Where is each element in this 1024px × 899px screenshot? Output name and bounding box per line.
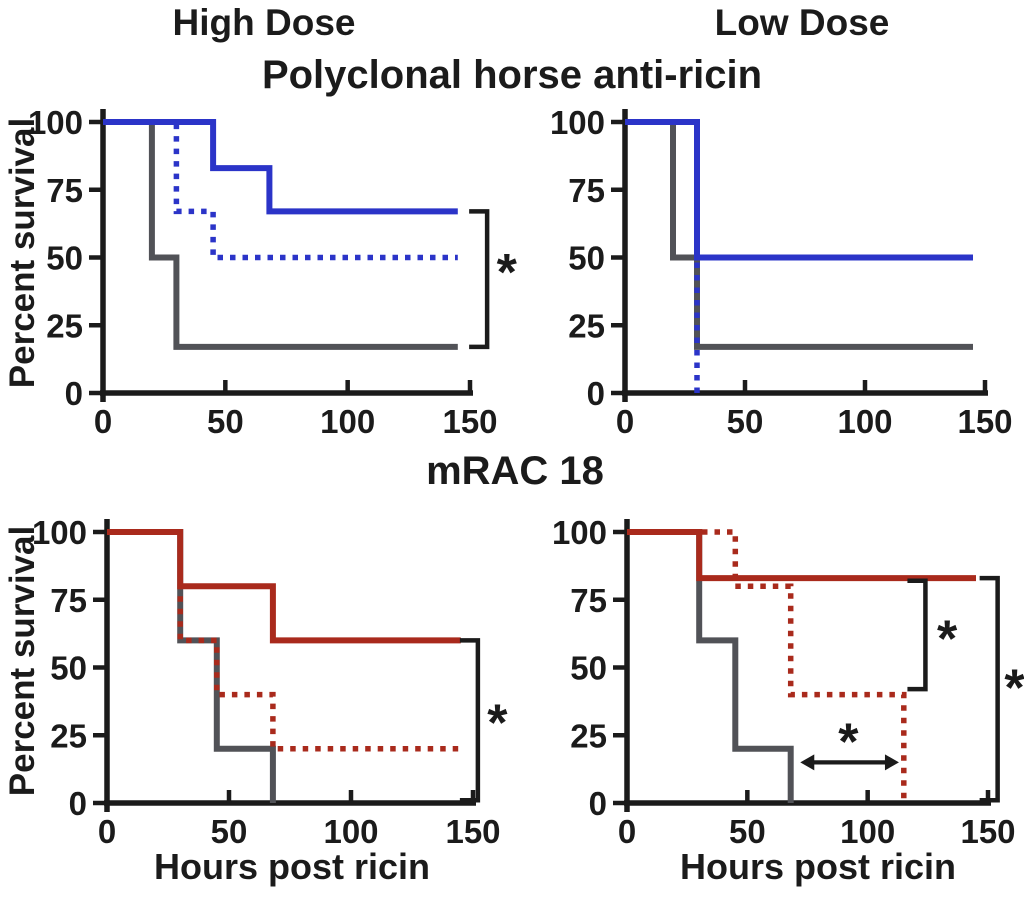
panel-polyclonal-high: 0 25 50 75 100 0 50 100 150 * bbox=[28, 104, 518, 440]
y-tick-label: 100 bbox=[552, 514, 607, 551]
arrowhead-left-icon bbox=[800, 754, 815, 771]
y-tick-label: 25 bbox=[50, 717, 87, 754]
row-title-mrac18: mRAC 18 bbox=[426, 449, 604, 493]
y-axis-label-bottom-row: Percent survival bbox=[3, 525, 42, 797]
x-axis-label-bottom-left: Hours post ricin bbox=[153, 846, 431, 887]
significance-asterisk: * bbox=[937, 611, 958, 669]
x-tick-label: 50 bbox=[211, 813, 248, 850]
significance-asterisk: * bbox=[1004, 659, 1024, 717]
panel-mrac18-low: 0 25 50 75 100 0 50 100 150 * * * bbox=[552, 514, 1024, 850]
column-title-low-dose: Low Dose bbox=[714, 2, 890, 43]
y-tick-label: 0 bbox=[69, 785, 87, 822]
panel-polyclonal-low: 0 25 50 75 100 0 50 100 150 bbox=[550, 104, 1013, 440]
significance-asterisk: * bbox=[487, 695, 508, 753]
row-title-polyclonal: Polyclonal horse anti-ricin bbox=[261, 53, 763, 97]
arrowhead-right-icon bbox=[884, 754, 899, 771]
y-tick-label: 0 bbox=[589, 785, 607, 822]
y-tick-label: 100 bbox=[32, 514, 87, 551]
x-tick-label: 150 bbox=[442, 403, 497, 440]
x-tick-label: 0 bbox=[616, 403, 634, 440]
x-tick-label: 50 bbox=[207, 403, 244, 440]
x-tick-label: 100 bbox=[837, 403, 892, 440]
x-tick-label: 100 bbox=[840, 813, 895, 850]
significance-bracket bbox=[907, 578, 928, 692]
y-tick-label: 25 bbox=[570, 717, 607, 754]
series-red-dotted bbox=[627, 529, 907, 803]
panel-mrac18-high: 0 25 50 75 100 0 50 100 150 * bbox=[32, 514, 508, 850]
y-tick-label: 100 bbox=[28, 104, 83, 141]
x-tick-label: 150 bbox=[957, 403, 1012, 440]
y-tick-label: 0 bbox=[65, 375, 83, 412]
significance-asterisk: * bbox=[497, 244, 518, 302]
series-blue-dotted bbox=[103, 119, 458, 261]
y-tick-label: 25 bbox=[568, 307, 605, 344]
column-title-high-dose: High Dose bbox=[172, 2, 356, 43]
y-tick-label: 50 bbox=[570, 650, 607, 687]
x-tick-label: 150 bbox=[445, 813, 500, 850]
y-tick-label: 50 bbox=[46, 240, 83, 277]
y-tick-label: 50 bbox=[568, 240, 605, 277]
x-axis-label-bottom-right: Hours post ricin bbox=[679, 846, 957, 887]
x-tick-label: 0 bbox=[98, 813, 116, 850]
x-tick-label: 0 bbox=[94, 403, 112, 440]
significance-bracket bbox=[979, 575, 1000, 803]
y-tick-label: 75 bbox=[46, 172, 83, 209]
x-tick-label: 50 bbox=[727, 403, 764, 440]
series-red-solid bbox=[627, 529, 976, 582]
x-tick-label: 100 bbox=[323, 813, 378, 850]
y-tick-label: 75 bbox=[50, 582, 87, 619]
series-gray-solid-control bbox=[107, 529, 276, 803]
significance-bracket bbox=[469, 209, 490, 350]
y-tick-label: 100 bbox=[550, 104, 605, 141]
x-tick-label: 50 bbox=[729, 813, 766, 850]
y-axis-label-top-row: Percent survival bbox=[3, 117, 42, 389]
significance-asterisk: * bbox=[838, 714, 859, 772]
y-tick-label: 0 bbox=[587, 375, 605, 412]
x-tick-label: 0 bbox=[618, 813, 636, 850]
series-gray-solid-control bbox=[103, 119, 458, 350]
series-blue-dotted bbox=[625, 119, 700, 393]
x-tick-label: 100 bbox=[320, 403, 375, 440]
significance-bracket bbox=[459, 638, 481, 803]
series-blue-solid bbox=[103, 119, 458, 215]
series-red-solid bbox=[107, 529, 461, 644]
y-tick-label: 25 bbox=[46, 307, 83, 344]
x-tick-label: 150 bbox=[960, 813, 1015, 850]
series-gray-solid-control bbox=[625, 119, 973, 350]
y-tick-label: 75 bbox=[568, 172, 605, 209]
series-blue-solid bbox=[625, 119, 973, 261]
series-gray-solid-control bbox=[627, 529, 794, 803]
y-tick-label: 75 bbox=[570, 582, 607, 619]
y-tick-label: 50 bbox=[50, 650, 87, 687]
